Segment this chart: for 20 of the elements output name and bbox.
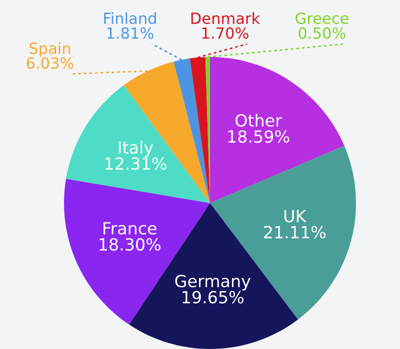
- slice-label: Spain: [30, 42, 70, 57]
- slice-label: Other: [236, 114, 282, 127]
- slice-label: Italy: [119, 140, 154, 157]
- slice-label: Greece: [296, 12, 348, 24]
- slice-label: Denmark: [191, 12, 260, 24]
- slice-label: UK: [284, 210, 307, 222]
- slice-label: Germany: [175, 274, 250, 291]
- data-label: 1.70%: [202, 27, 248, 39]
- data-label: 1.81%: [107, 27, 154, 39]
- slice-label: Finland: [104, 12, 156, 24]
- data-label: 21.11%: [264, 226, 326, 238]
- data-label: 18.30%: [100, 238, 160, 251]
- data-label: 18.59%: [228, 130, 290, 143]
- data-label: 0.50%: [298, 27, 346, 39]
- data-label: 12.31%: [106, 157, 166, 170]
- pie-slice: [210, 57, 344, 203]
- slice-label: France: [104, 222, 156, 235]
- data-label: 19.65%: [182, 290, 244, 304]
- data-label: 6.03%: [26, 57, 74, 69]
- pie-slice: [66, 85, 210, 203]
